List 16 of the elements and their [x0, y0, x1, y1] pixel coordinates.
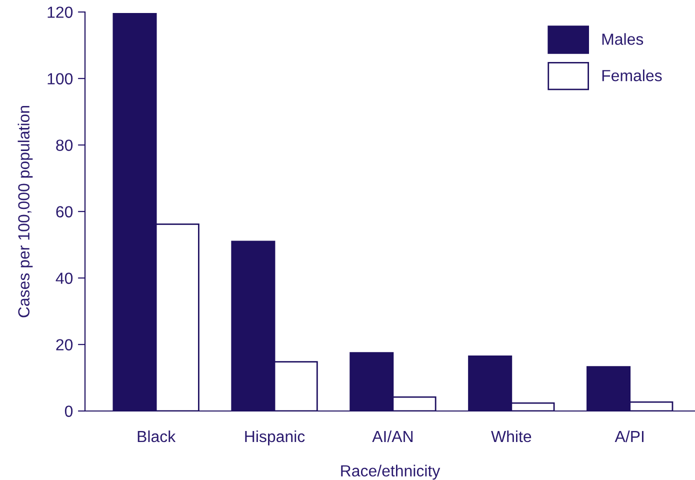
- x-axis-title: Race/ethnicity: [341, 464, 440, 480]
- y-axis-title: Cases per 100,000 population: [18, 106, 33, 318]
- y-tick-label: 100: [48, 73, 73, 84]
- y-tick-label: 60: [56, 206, 73, 218]
- legend-label: Males: [602, 33, 644, 45]
- y-tick-label: 0: [64, 406, 73, 417]
- y-tick-label: 40: [56, 272, 73, 284]
- x-tick-label: White: [491, 430, 532, 442]
- y-tick-label: 120: [48, 6, 73, 18]
- y-tick-label: 20: [56, 339, 73, 350]
- x-tick-label: AI/AN: [372, 430, 413, 442]
- x-tick-label: A/PI: [614, 430, 644, 442]
- x-tick-label: Black: [138, 430, 176, 442]
- x-tick-label: Hispanic: [245, 430, 305, 446]
- legend-label: Females: [602, 70, 662, 82]
- y-tick-label: 80: [56, 140, 73, 151]
